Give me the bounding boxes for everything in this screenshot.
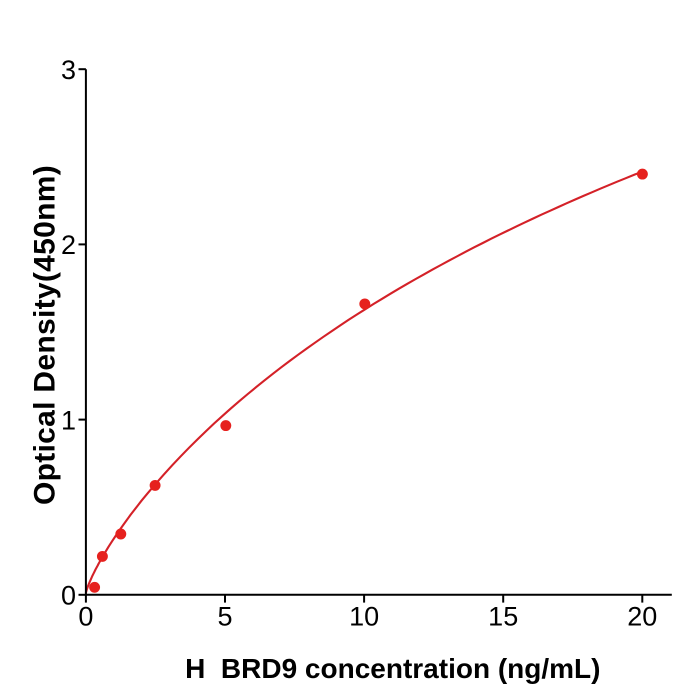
svg-text:15: 15 — [488, 601, 518, 631]
svg-text:1: 1 — [61, 405, 76, 435]
svg-text:2: 2 — [61, 230, 76, 260]
svg-text:Optical Density(450nm): Optical Density(450nm) — [29, 165, 62, 505]
svg-text:20: 20 — [627, 601, 657, 631]
svg-text:0: 0 — [78, 601, 93, 631]
svg-text:0: 0 — [61, 581, 76, 611]
svg-text:3: 3 — [61, 55, 76, 85]
svg-text:5: 5 — [217, 601, 232, 631]
svg-text:H BRD9 concentration (ng/mL): H BRD9 concentration (ng/mL) — [185, 653, 600, 684]
svg-text:10: 10 — [349, 601, 379, 631]
